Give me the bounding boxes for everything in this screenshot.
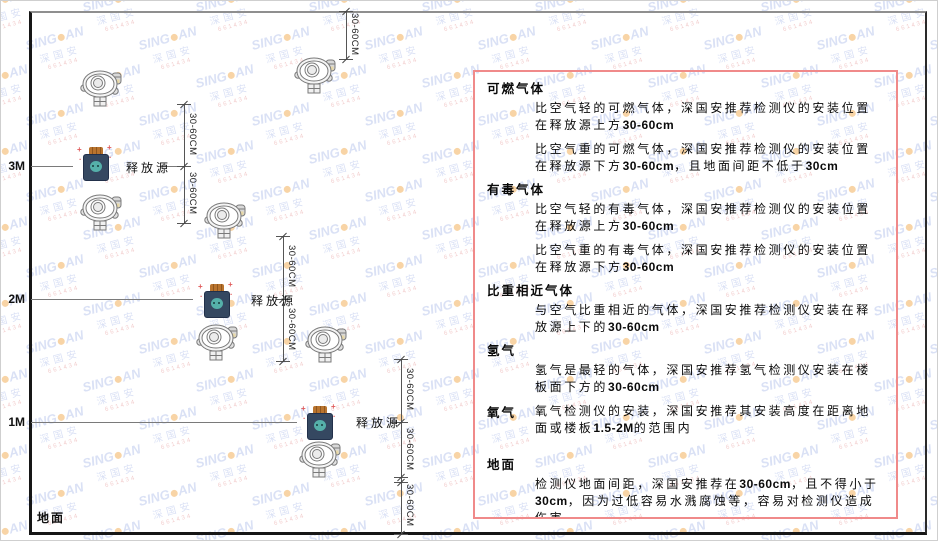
gas-detector-icon (298, 439, 342, 479)
panel-section: 氢气氢气是最轻的气体，深国安推荐氢气检测仪安装在楼板面下方的30-60cm (487, 343, 884, 396)
source-body (83, 154, 109, 181)
dimension-line (346, 11, 347, 59)
level-line (31, 422, 297, 423)
gas-detector-icon (195, 322, 239, 362)
release-source-icon: + + · · (77, 143, 112, 181)
section-paragraph: 与空气比重相近的气体，深国安推荐检测仪安装在释放源上下的30-60cm (535, 303, 871, 334)
dimension-label: 30-60CM (286, 245, 297, 288)
height-label-2m: 2M (8, 292, 25, 306)
source-cap (210, 284, 224, 292)
gas-detector-icon (203, 200, 247, 240)
section-heading: 比重相近气体 (487, 284, 575, 298)
source-face (90, 161, 102, 172)
section-heading: 可燃气体 (487, 82, 546, 96)
ground-label: 地面 (37, 511, 66, 525)
release-source-label: 释放源 (126, 161, 172, 175)
height-label-3m: 3M (8, 159, 25, 173)
release-source-label: 释放源 (356, 416, 402, 430)
release-source-label: 释放源 (251, 294, 297, 308)
dimension-label: 30-60CM (187, 172, 198, 215)
section-heading: 地面 (487, 458, 517, 472)
section-paragraph: 检测仪地面间距，深国安推荐在30-60cm，且不得小于30cm，因为过低容易水溅… (535, 477, 879, 519)
dimension-label: 30-60CM (349, 13, 360, 56)
release-source-icon: + + · · (301, 402, 336, 440)
section-paragraph: 氢气是最轻的气体，深国安推荐氢气检测仪安装在楼板面下方的30-60cm (535, 363, 871, 394)
section-paragraph: 比空气轻的有毒气体，深国安推荐检测仪的安装位置在释放源上方30-60cm (535, 202, 871, 233)
section-paragraph: 比空气重的可燃气体，深国安推荐检测仪的安装位置在释放源下方30-60cm，且地面… (535, 142, 871, 173)
installation-notes-panel: 可燃气体比空气轻的可燃气体，深国安推荐检测仪的安装位置在释放源上方30-60cm… (473, 70, 898, 519)
panel-section: 比重相近气体与空气比重相近的气体，深国安推荐检测仪安装在释放源上下的30-60c… (487, 283, 884, 336)
source-cap (89, 147, 103, 155)
source-face (314, 420, 326, 431)
dimension-label: 30-60CM (286, 308, 297, 351)
diagram-frame (29, 11, 927, 535)
dimension-label: 30-60CM (404, 428, 415, 471)
section-paragraph: 氧气检测仪的安装，深国安推荐其安装高度在距离地面或楼板1.5-2M的范围内 (535, 404, 871, 435)
level-line (31, 166, 73, 167)
panel-section: 有毒气体比空气轻的有毒气体，深国安推荐检测仪的安装位置在释放源上方30-60cm… (487, 182, 884, 276)
gas-detector-icon (79, 68, 123, 108)
dimension-label: 30-60CM (404, 368, 415, 411)
panel-section: 地面检测仪地面间距，深国安推荐在30-60cm，且不得小于30cm，因为过低容易… (487, 457, 884, 519)
level-line (159, 166, 184, 167)
dimension-label: 30-60CM (187, 113, 198, 156)
panel-section: 可燃气体比空气轻的可燃气体，深国安推荐检测仪的安装位置在释放源上方30-60cm… (487, 81, 884, 175)
section-heading: 有毒气体 (487, 183, 546, 197)
level-line (31, 299, 193, 300)
gas-detector-icon (304, 324, 348, 364)
dimension-line (401, 359, 402, 534)
section-heading: 氧气 (487, 406, 517, 420)
section-heading: 氢气 (487, 344, 517, 358)
source-cap (313, 406, 327, 414)
section-paragraph: 比空气轻的可燃气体，深国安推荐检测仪的安装位置在释放源上方30-60cm (535, 101, 871, 132)
gas-detector-icon (79, 192, 123, 232)
dimension-label: 30-60CM (404, 484, 415, 527)
source-face (211, 298, 223, 309)
gas-detector-icon (293, 55, 337, 95)
panel-section: 氧气 氧气检测仪的安装，深国安推荐其安装高度在距离地面或楼板1.5-2M的范围内 (487, 403, 884, 444)
section-paragraph: 比空气重的有毒气体，深国安推荐检测仪的安装位置在释放源下方30-60cm (535, 243, 871, 274)
height-label-1m: 1M (8, 415, 25, 429)
release-source-icon: + + · · (198, 280, 233, 318)
